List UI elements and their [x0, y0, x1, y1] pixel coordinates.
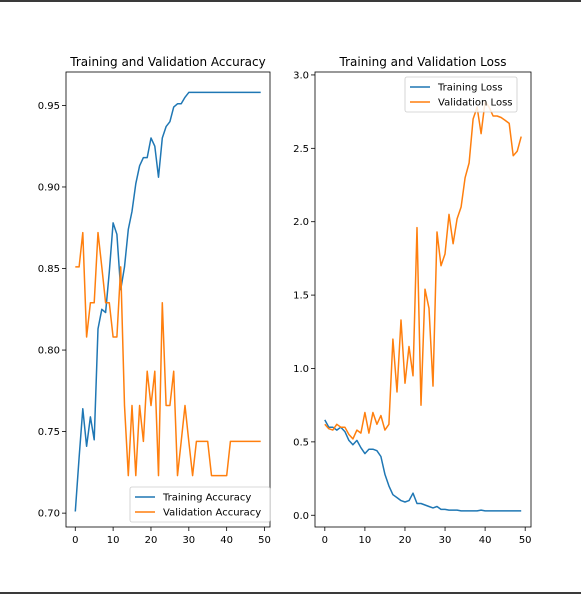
legend-label: Training Loss: [437, 83, 503, 94]
y-tick-label: 0.5: [293, 437, 309, 448]
chart-title: Training and Validation Accuracy: [69, 55, 265, 69]
x-tick-label: 40: [220, 535, 233, 546]
x-tick-label: 50: [519, 535, 532, 546]
x-tick-label: 30: [439, 535, 452, 546]
plot-area-frame: [65, 71, 271, 528]
y-tick-label: 2.0: [293, 217, 309, 228]
y-tick-label: 2.5: [293, 144, 309, 155]
x-tick-label: 10: [359, 535, 372, 546]
y-tick-label: 1.5: [293, 291, 309, 302]
x-tick-label: 0: [322, 535, 328, 546]
series-line-2: [75, 231, 261, 477]
y-tick-label: 1.0: [293, 364, 309, 375]
series-line-1: [74, 91, 261, 512]
x-tick-label: 40: [479, 535, 492, 546]
top-border: [0, 0, 581, 2]
y-tick-label: 0.95: [38, 101, 60, 112]
y-tick-label: 0.75: [38, 427, 60, 438]
series-line-2: [324, 100, 522, 440]
x-tick-label: 30: [182, 535, 195, 546]
chart-title: Training and Validation Loss: [339, 55, 507, 69]
y-tick-label: 0.80: [38, 346, 60, 357]
legend-box: [129, 486, 271, 523]
y-tick-label: 0.90: [38, 182, 60, 193]
legend-box: [404, 76, 518, 113]
legend-label: Validation Loss: [438, 98, 513, 109]
bottom-border: [0, 592, 581, 594]
y-tick-label: 0.70: [38, 509, 60, 520]
chart-panel-1: Training and Validation Accuracy 0 10 20 30 4…: [38, 55, 271, 546]
y-tick-label: 0.85: [38, 264, 60, 275]
plot-area-frame: [314, 71, 532, 528]
legend-label: Training Accuracy: [162, 493, 251, 504]
x-tick-label: 10: [107, 535, 120, 546]
legend-label: Validation Accuracy: [163, 508, 261, 519]
x-tick-label: 20: [399, 535, 412, 546]
x-tick-label: 0: [72, 535, 78, 546]
chart-panel-2: Training and Validation Loss 0 10 20 30 40 50 0…: [293, 55, 531, 546]
series-line-1: [324, 419, 522, 512]
x-tick-label: 20: [145, 535, 158, 546]
legend: Training Loss Validation Loss: [404, 76, 518, 113]
y-tick-label: 3.0: [293, 70, 309, 81]
x-tick-label: 50: [258, 535, 271, 546]
legend: Training Accuracy Validation Accuracy: [129, 486, 271, 523]
y-tick-label: 0.0: [293, 511, 309, 522]
